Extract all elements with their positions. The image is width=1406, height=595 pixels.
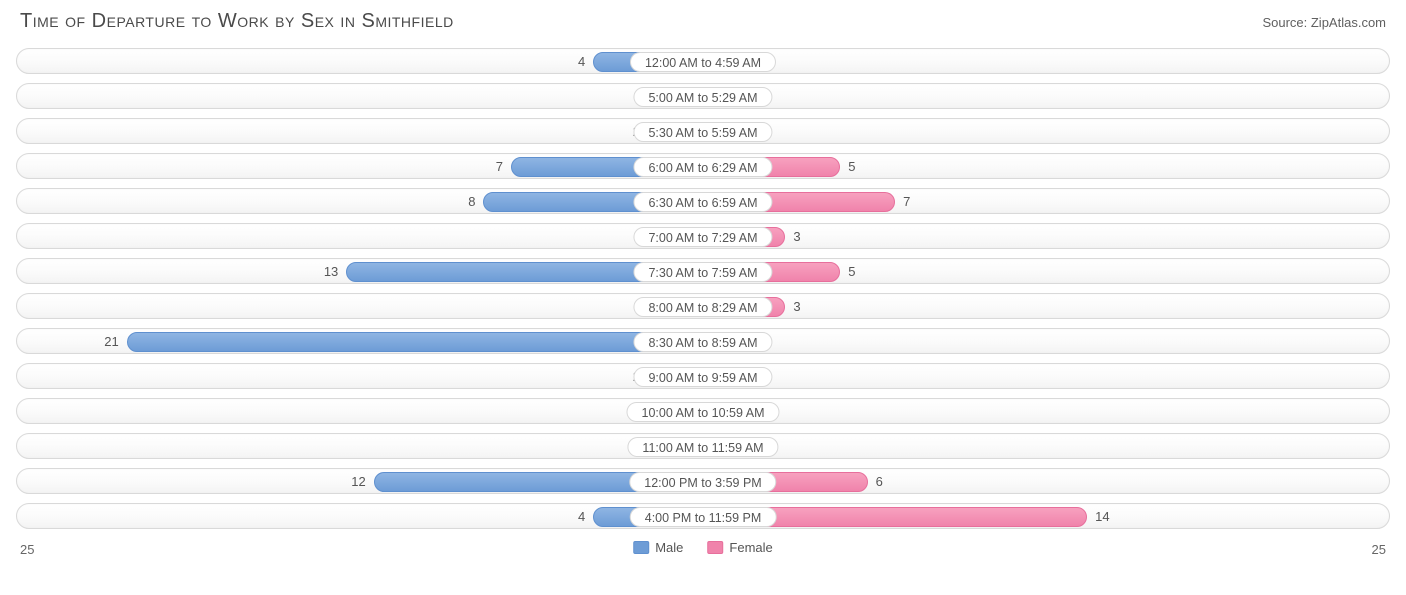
value-male: 7 — [496, 154, 503, 180]
swatch-male-icon — [633, 541, 649, 554]
chart-row: 7:30 AM to 7:59 AM 13 5 — [16, 258, 1390, 284]
chart-row: 5:30 AM to 5:59 AM20 — [16, 118, 1390, 144]
legend-item-female: Female — [707, 540, 772, 555]
value-female: 5 — [848, 259, 855, 285]
swatch-female-icon — [707, 541, 723, 554]
row-category-label: 5:30 AM to 5:59 AM — [633, 122, 772, 142]
value-female: 14 — [1095, 504, 1109, 530]
value-male: 12 — [351, 469, 365, 495]
chart-row: 11:00 AM to 11:59 AM01 — [16, 433, 1390, 459]
axis-max-right: 25 — [1372, 542, 1386, 557]
value-male: 8 — [468, 189, 475, 215]
value-male: 21 — [104, 329, 118, 355]
row-category-label: 5:00 AM to 5:29 AM — [633, 87, 772, 107]
header: Time of Departure to Work by Sex in Smit… — [16, 10, 1390, 39]
value-female: 7 — [903, 189, 910, 215]
row-category-label: 11:00 AM to 11:59 AM — [627, 437, 778, 457]
chart-row: 5:00 AM to 5:29 AM00 — [16, 83, 1390, 109]
source-attribution: Source: ZipAtlas.com — [1262, 15, 1386, 30]
row-category-label: 9:00 AM to 9:59 AM — [633, 367, 772, 387]
value-female: 5 — [848, 154, 855, 180]
legend-item-male: Male — [633, 540, 683, 555]
legend-label-female: Female — [729, 540, 772, 555]
value-female: 3 — [793, 224, 800, 250]
row-category-label: 4:00 PM to 11:59 PM — [630, 507, 777, 527]
value-female: 3 — [793, 294, 800, 320]
row-category-label: 6:30 AM to 6:59 AM — [633, 192, 772, 212]
diverging-bar-chart: 12:00 AM to 4:59 AM405:00 AM to 5:29 AM0… — [16, 48, 1390, 529]
chart-row: 6:30 AM to 6:59 AM 8 7 — [16, 188, 1390, 214]
chart-row: 12:00 AM to 4:59 AM40 — [16, 48, 1390, 74]
value-female: 6 — [876, 469, 883, 495]
value-male: 4 — [578, 49, 585, 75]
chart-row: 8:00 AM to 8:29 AM03 — [16, 293, 1390, 319]
chart-row: 6:00 AM to 6:29 AM 7 5 — [16, 153, 1390, 179]
bar-male — [127, 332, 703, 352]
row-category-label: 7:00 AM to 7:29 AM — [633, 227, 772, 247]
row-category-label: 6:00 AM to 6:29 AM — [633, 157, 772, 177]
chart-row: 4:00 PM to 11:59 PM 4 14 — [16, 503, 1390, 529]
value-male: 13 — [324, 259, 338, 285]
row-category-label: 7:30 AM to 7:59 AM — [633, 262, 772, 282]
chart-row: 8:30 AM to 8:59 AM211 — [16, 328, 1390, 354]
row-category-label: 10:00 AM to 10:59 AM — [627, 402, 780, 422]
legend-label-male: Male — [655, 540, 683, 555]
chart-row: 12:00 PM to 3:59 PM 12 6 — [16, 468, 1390, 494]
row-category-label: 12:00 AM to 4:59 AM — [630, 52, 776, 72]
chart-title: Time of Departure to Work by Sex in Smit… — [20, 10, 454, 33]
chart-footer: 25 Male Female 25 — [16, 538, 1390, 566]
axis-max-left: 25 — [20, 542, 34, 557]
chart-row: 7:00 AM to 7:29 AM03 — [16, 223, 1390, 249]
chart-container: Time of Departure to Work by Sex in Smit… — [0, 0, 1406, 595]
row-category-label: 8:00 AM to 8:29 AM — [633, 297, 772, 317]
value-male: 4 — [578, 504, 585, 530]
chart-row: 9:00 AM to 9:59 AM20 — [16, 363, 1390, 389]
legend: Male Female — [633, 540, 773, 555]
row-category-label: 8:30 AM to 8:59 AM — [633, 332, 772, 352]
chart-row: 10:00 AM to 10:59 AM00 — [16, 398, 1390, 424]
row-category-label: 12:00 PM to 3:59 PM — [629, 472, 776, 492]
